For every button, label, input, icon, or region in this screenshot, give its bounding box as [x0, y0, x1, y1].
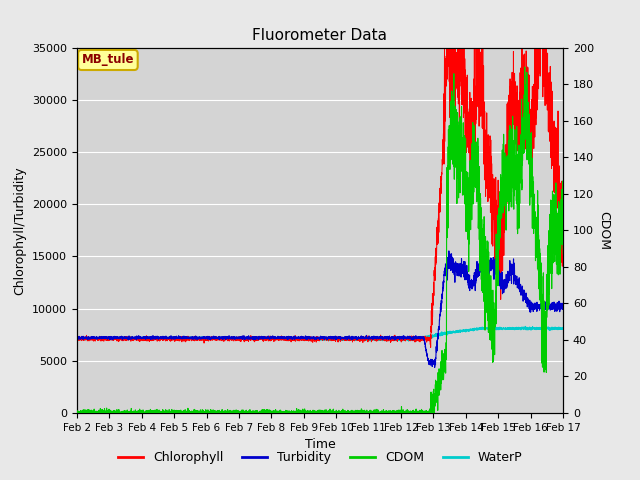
Y-axis label: Chlorophyll/Turbidity: Chlorophyll/Turbidity — [13, 166, 26, 295]
X-axis label: Time: Time — [305, 438, 335, 451]
Title: Fluorometer Data: Fluorometer Data — [253, 28, 387, 43]
Y-axis label: CDOM: CDOM — [598, 211, 611, 250]
Legend: Chlorophyll, Turbidity, CDOM, WaterP: Chlorophyll, Turbidity, CDOM, WaterP — [113, 446, 527, 469]
Text: MB_tule: MB_tule — [82, 53, 134, 66]
